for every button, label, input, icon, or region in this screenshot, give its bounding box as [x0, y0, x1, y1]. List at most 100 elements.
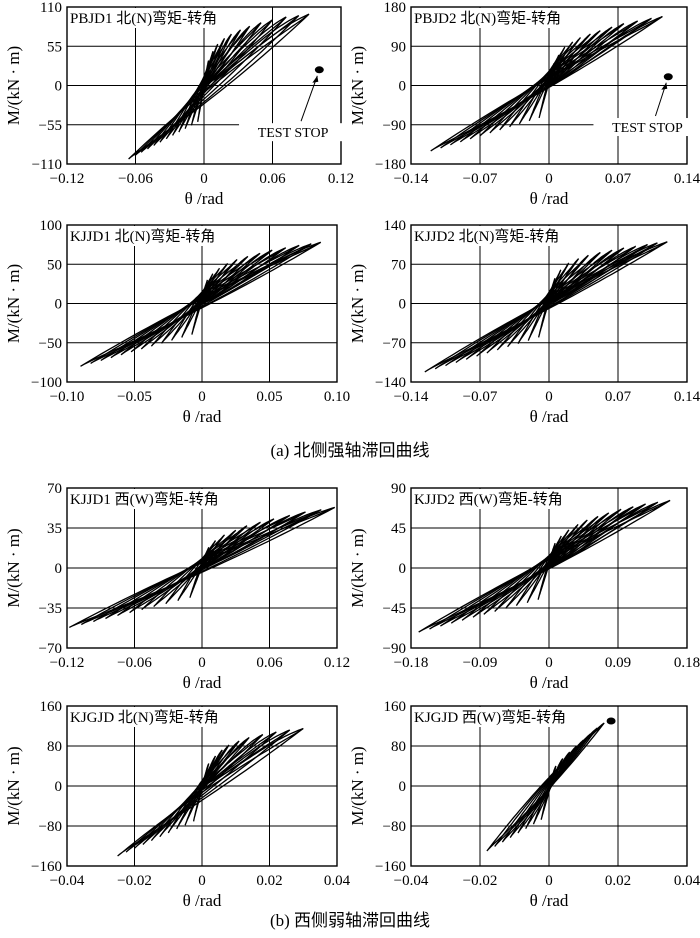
arrow-head	[312, 75, 319, 83]
x-tick-label: −0.07	[463, 171, 498, 187]
chart-panel-2: PBJD2 北(N)弯矩-转角 180 90 0 −90 −180−0.14 −0.07 0 0…	[348, 0, 700, 208]
y-tick-label: 70	[391, 257, 406, 273]
y-tick-label: 160	[384, 699, 407, 715]
chart-title: PBJD2 北(N)弯矩-转角	[414, 10, 561, 27]
x-tick-label: −0.10	[50, 389, 85, 405]
y-axis-label: M/(kN · m)	[4, 264, 23, 343]
test-stop-marker	[314, 66, 324, 74]
hysteresis-curves	[424, 241, 668, 373]
hysteresis-loop	[134, 15, 300, 157]
x-tick-label: 0.14	[674, 171, 700, 187]
y-tick-label: 55	[47, 39, 62, 55]
y-tick-label: −80	[383, 819, 406, 835]
chart-panel-4: KJJD2 北(N)弯矩-转角 140 70 0 −70 −140−0.14 −0.07 0 0…	[348, 218, 700, 426]
hysteresis-loop	[147, 19, 274, 150]
x-axis-label: θ /rad	[183, 891, 222, 910]
chart-title: KJJD2 北(N)弯矩-转角	[414, 228, 559, 245]
x-tick-label: −0.12	[50, 655, 85, 671]
x-tick-label: 0.06	[259, 171, 286, 187]
y-tick-label: 80	[391, 739, 406, 755]
chart-panel-7: KJGJD 北(N)弯矩-转角 160 80 0 −80 −160−0.04 −0.02 0 0…	[4, 699, 351, 910]
x-tick-label: 0.04	[674, 873, 700, 889]
y-tick-label: 0	[399, 779, 407, 795]
x-tick-label: 0.05	[256, 389, 282, 405]
hysteresis-loop	[125, 729, 291, 853]
test-stop-label: TEST STOP	[258, 126, 329, 141]
x-tick-label: −0.14	[394, 171, 429, 187]
x-tick-label: −0.05	[117, 389, 152, 405]
caption-b: (b) 西侧弱轴滞回曲线	[270, 911, 430, 930]
y-tick-label: −90	[383, 641, 406, 657]
y-tick-label: 0	[399, 561, 407, 577]
chart-title: KJGJD 西(W)弯矩-转角	[414, 709, 566, 726]
y-tick-label: −70	[39, 641, 62, 657]
x-axis-label: θ /rad	[530, 891, 569, 910]
hysteresis-loop	[430, 15, 663, 152]
x-tick-label: 0	[198, 655, 206, 671]
y-axis-label: M/(kN · m)	[4, 46, 23, 125]
y-tick-label: 100	[40, 218, 63, 234]
x-tick-label: 0.12	[324, 655, 350, 671]
x-tick-label: 0.14	[674, 389, 700, 405]
x-tick-label: 0.06	[256, 655, 283, 671]
hysteresis-loop	[424, 241, 668, 373]
y-tick-label: 35	[47, 521, 62, 537]
x-axis-label: θ /rad	[530, 189, 569, 208]
y-tick-label: −140	[375, 375, 406, 391]
y-tick-label: 0	[55, 297, 63, 313]
y-axis-label: M/(kN · m)	[348, 46, 367, 125]
y-tick-label: −160	[31, 859, 62, 875]
x-axis-label: θ /rad	[183, 407, 222, 426]
x-tick-label: 0	[198, 389, 206, 405]
y-tick-label: 110	[40, 0, 62, 16]
hysteresis-loop	[517, 745, 578, 834]
y-tick-label: 80	[47, 739, 62, 755]
plot-frame	[66, 487, 338, 649]
hysteresis-loop	[486, 722, 605, 852]
x-tick-label: 0	[545, 655, 553, 671]
y-tick-label: 0	[399, 79, 407, 95]
arrow-head	[661, 82, 668, 90]
plot-frame	[410, 705, 688, 867]
x-tick-label: −0.06	[118, 171, 153, 187]
y-tick-label: 90	[391, 39, 406, 55]
test-stop-label: TEST STOP	[612, 121, 683, 136]
x-tick-label: −0.06	[117, 655, 152, 671]
y-tick-label: −110	[32, 157, 62, 173]
y-tick-label: −55	[39, 118, 62, 134]
y-tick-label: −180	[375, 157, 406, 173]
x-axis-label: θ /rad	[530, 407, 569, 426]
x-tick-label: −0.04	[50, 873, 85, 889]
plot-frame	[66, 224, 338, 383]
annotation-bg	[593, 118, 700, 137]
y-tick-label: −50	[39, 336, 62, 352]
hysteresis-loop	[128, 13, 310, 160]
hysteresis-loop	[153, 22, 262, 146]
hysteresis-loop	[100, 244, 300, 362]
y-tick-label: 160	[40, 699, 63, 715]
y-tick-label: 45	[391, 521, 406, 537]
hysteresis-loop	[80, 241, 322, 367]
y-tick-label: 180	[384, 0, 407, 16]
x-tick-label: 0.02	[605, 873, 631, 889]
hysteresis-curves	[486, 722, 605, 852]
x-tick-label: −0.02	[117, 873, 152, 889]
caption-a: (a) 北侧强轴滞回曲线	[270, 441, 429, 460]
y-tick-label: 0	[55, 561, 63, 577]
y-tick-label: 50	[47, 257, 62, 273]
hysteresis-loop	[418, 499, 671, 633]
x-axis-label: θ /rad	[530, 673, 569, 692]
y-tick-label: −90	[383, 118, 406, 134]
plot-frame	[66, 705, 338, 867]
x-axis-label: θ /rad	[185, 189, 224, 208]
hysteresis-loop	[68, 506, 336, 628]
y-tick-label: 0	[55, 779, 63, 795]
x-tick-label: −0.12	[50, 171, 85, 187]
x-tick-label: 0	[545, 389, 553, 405]
chart-title-bg	[68, 707, 234, 727]
hysteresis-curves	[68, 506, 336, 628]
annotation-bg	[239, 123, 348, 142]
test-stop-marker	[606, 717, 616, 725]
hysteresis-loop	[129, 521, 261, 614]
chart-title-bg	[68, 8, 234, 28]
